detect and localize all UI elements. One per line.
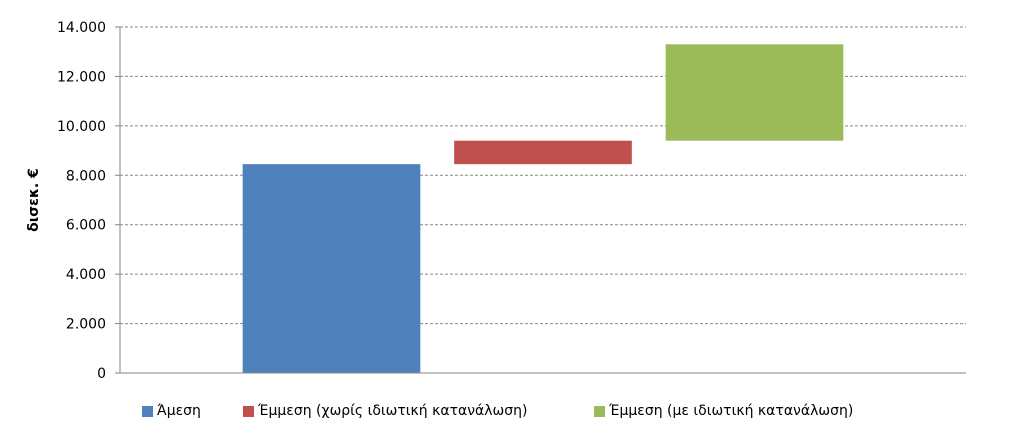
legend-item-indirect-without: Έμμεση (χωρίς ιδιωτική κατανάλωση) [243, 403, 528, 419]
bar-indirect-with [665, 44, 844, 141]
y-tick-label: 2.000 [66, 317, 106, 333]
legend: Άμεση Έμμεση (χωρίς ιδιωτική κατανάλωση)… [0, 403, 1024, 425]
legend-label-direct: Άμεση [157, 403, 201, 419]
y-tick-label: 8.000 [66, 168, 106, 184]
legend-item-direct: Άμεση [142, 403, 201, 419]
bars [242, 44, 844, 373]
y-tick-label: 10.000 [57, 119, 106, 135]
y-tick-label: 0 [97, 366, 106, 382]
waterfall-chart: 02.0004.0006.0008.00010.00012.00014.000 … [26, 20, 966, 382]
legend-item-indirect-with: Έμμεση (με ιδιωτική κατανάλωση) [594, 403, 853, 419]
legend-label-indirect-without: Έμμεση (χωρίς ιδιωτική κατανάλωση) [258, 403, 528, 419]
bar-indirect-without [454, 140, 632, 165]
legend-swatch-indirect-with [594, 405, 605, 417]
y-tick-label: 4.000 [66, 267, 106, 283]
legend-swatch-direct [142, 405, 153, 417]
y-tick-label: 14.000 [57, 20, 106, 36]
y-tick-label: 12.000 [57, 69, 106, 85]
y-tick-label: 6.000 [66, 218, 106, 234]
y-axis-ticks: 0 2.000 4.000 6.000 8.000 10.000 12.000 14.000 [57, 20, 120, 382]
legend-label-indirect-with: Έμμεση (με ιδιωτική κατανάλωση) [609, 403, 854, 419]
legend-swatch-indirect-without [243, 405, 254, 417]
bar-direct [242, 164, 421, 373]
y-axis-label: δισεκ. € [26, 168, 42, 232]
